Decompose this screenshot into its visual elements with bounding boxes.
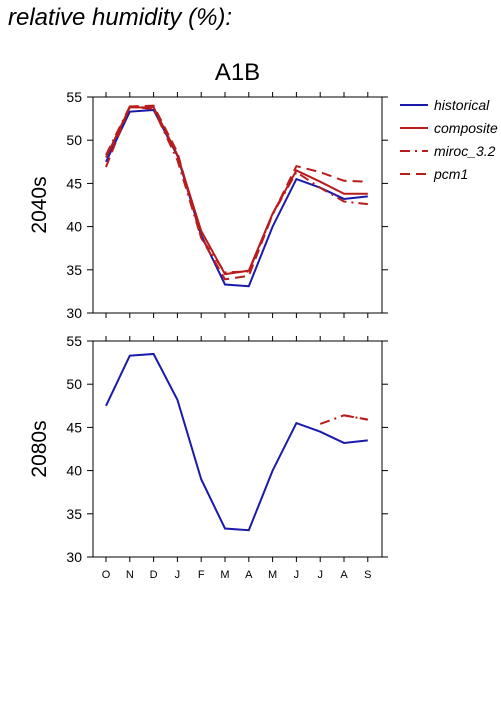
x-tick-label: J: [317, 569, 323, 581]
y-tick-label: 35: [66, 262, 82, 278]
y-tick-label: 30: [66, 305, 82, 321]
y-tick-label: 40: [66, 463, 82, 479]
y-tick-label: 50: [66, 132, 82, 148]
y-tick-label: 45: [66, 419, 82, 435]
x-tick-label: N: [126, 569, 134, 581]
legend-label: historical: [434, 97, 490, 113]
series-line-pcm1: [105, 104, 368, 281]
panel-label-2080s: 2080s: [28, 420, 51, 477]
legend-label: composite: [434, 120, 498, 136]
x-tick-label: M: [220, 569, 229, 581]
y-tick-label: 55: [66, 333, 82, 349]
x-tick-label: O: [102, 569, 111, 581]
series-line-historical: [105, 108, 368, 288]
x-tick-label: M: [268, 569, 277, 581]
y-tick-label: 40: [66, 219, 82, 235]
series-line-miroc-3-2: [105, 105, 368, 274]
y-tick-label: 45: [66, 175, 82, 191]
x-tick-label: F: [198, 569, 205, 581]
x-tick-label: D: [150, 569, 158, 581]
plot-frame-2080s: [92, 340, 383, 558]
series-line-pcm1: [343, 414, 368, 421]
plot-frame-2040s: [92, 96, 383, 314]
legend-label: miroc_3.2: [434, 143, 496, 159]
x-tick-label: J: [294, 569, 300, 581]
page-title: relative humidity (%):: [8, 4, 233, 31]
x-tick-label: J: [175, 569, 181, 581]
x-tick-label: S: [364, 569, 371, 581]
legend-label: pcm1: [433, 166, 468, 182]
y-tick-label: 50: [66, 376, 82, 392]
y-tick-label: 30: [66, 549, 82, 565]
series-line-historical: [105, 352, 368, 532]
y-tick-label: 55: [66, 89, 82, 105]
chart-title: A1B: [215, 59, 260, 86]
x-tick-label: A: [245, 569, 253, 581]
panel-label-2040s: 2040s: [28, 176, 51, 233]
x-tick-label: A: [340, 569, 348, 581]
y-tick-label: 35: [66, 506, 82, 522]
series-line-miroc-3-2: [319, 414, 368, 425]
